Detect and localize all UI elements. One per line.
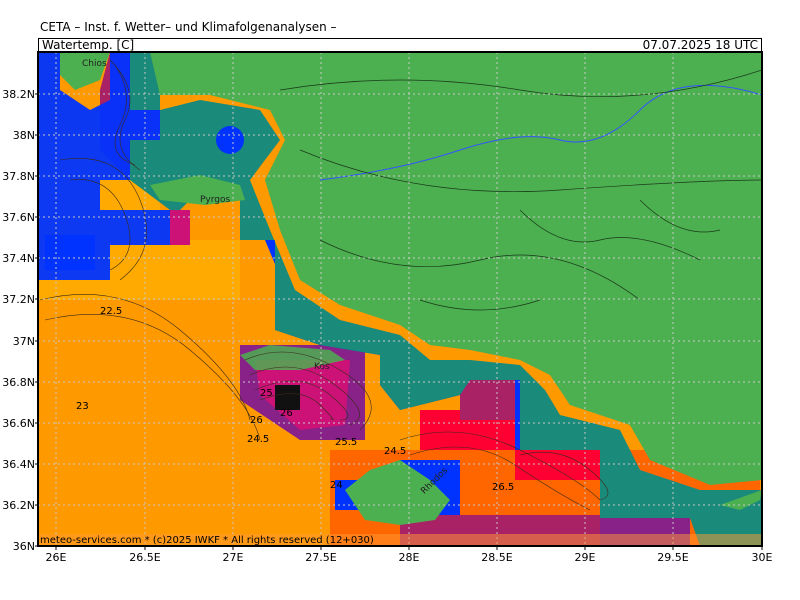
contour-label: 23: [76, 401, 89, 412]
contour-label: 24: [330, 480, 343, 491]
map-title: CETA – Inst. f. Wetter– und Klimafolgena…: [40, 20, 337, 34]
contour-label: 26: [250, 415, 263, 426]
contour-label: 25.5: [335, 437, 357, 448]
longitude-tick-label: 26.5E: [129, 551, 160, 564]
longitude-tick-label: 30E: [752, 551, 773, 564]
longitude-tick-label: 27.5E: [305, 551, 336, 564]
contour-label: 22.5: [100, 306, 122, 317]
latitude-tick-label: 37N: [13, 335, 35, 348]
latitude-tick-label: 37.6N: [2, 211, 35, 224]
map-body: Chios Pyrgos Kos Rhodos 22.5 23 25 26 24…: [38, 52, 762, 546]
latitude-tick-label: 36.8N: [2, 376, 35, 389]
contour-label: 26.5: [492, 482, 514, 493]
contour-label: 24.5: [247, 434, 269, 445]
latitude-tick-label: 36.4N: [2, 458, 35, 471]
island-samos: [150, 175, 245, 205]
longitude-axis: 26E 26.5E 27E 27.5E 28E 28.5E 29E 29.5E 30E: [46, 546, 773, 564]
place-pyrgos: Pyrgos: [200, 195, 231, 205]
longitude-tick-label: 29.5E: [657, 551, 688, 564]
valid-time-label: 07.07.2025 18 UTC: [642, 38, 758, 52]
latitude-axis: 38.2N 38N 37.8N 37.6N 37.4N 37.2N 37N 36.8N 36.6…: [2, 88, 38, 553]
latitude-tick-label: 36.6N: [2, 417, 35, 430]
island-kos: [240, 345, 345, 370]
latitude-tick-label: 38N: [13, 129, 35, 142]
land-area: [150, 52, 762, 485]
contour-lines: [39, 59, 609, 511]
contour-label: 24.5: [384, 446, 406, 457]
latitude-tick-label: 36.2N: [2, 499, 35, 512]
parameter-label: Watertemp. [C]: [42, 38, 135, 52]
graticule: [38, 52, 762, 546]
contour-label: 25: [260, 388, 273, 399]
longitude-tick-label: 27E: [223, 551, 244, 564]
latitude-tick-label: 38.2N: [2, 88, 35, 101]
copyright-footer: meteo-services.com * (c)2025 IWKF * All …: [40, 535, 374, 546]
place-chios: Chios: [82, 59, 107, 69]
border-lines: [279, 69, 762, 311]
longitude-tick-label: 28E: [399, 551, 420, 564]
latitude-tick-label: 36N: [13, 540, 35, 553]
contour-label: 26: [280, 408, 293, 419]
longitude-tick-label: 26E: [46, 551, 67, 564]
cold-belt-north: [38, 52, 170, 280]
longitude-tick-label: 29E: [575, 551, 596, 564]
place-kos: Kos: [314, 362, 330, 372]
coast-band: [130, 52, 762, 546]
river: [319, 84, 762, 181]
latitude-tick-label: 37.8N: [2, 170, 35, 183]
latitude-tick-label: 37.4N: [2, 252, 35, 265]
longitude-tick-label: 28.5E: [481, 551, 512, 564]
latitude-tick-label: 37.2N: [2, 293, 35, 306]
island-rhodes: [345, 460, 450, 525]
